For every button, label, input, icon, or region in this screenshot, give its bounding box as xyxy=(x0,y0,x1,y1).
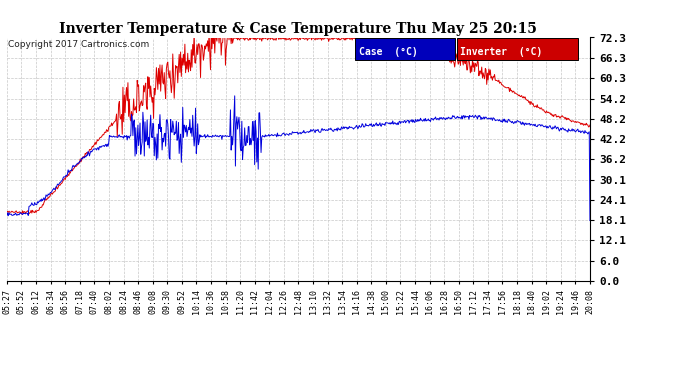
Title: Inverter Temperature & Case Temperature Thu May 25 20:15: Inverter Temperature & Case Temperature … xyxy=(59,22,538,36)
Text: Inverter  (°C): Inverter (°C) xyxy=(460,47,542,57)
Text: Copyright 2017 Cartronics.com: Copyright 2017 Cartronics.com xyxy=(8,40,150,49)
Text: Case  (°C): Case (°C) xyxy=(359,47,417,57)
